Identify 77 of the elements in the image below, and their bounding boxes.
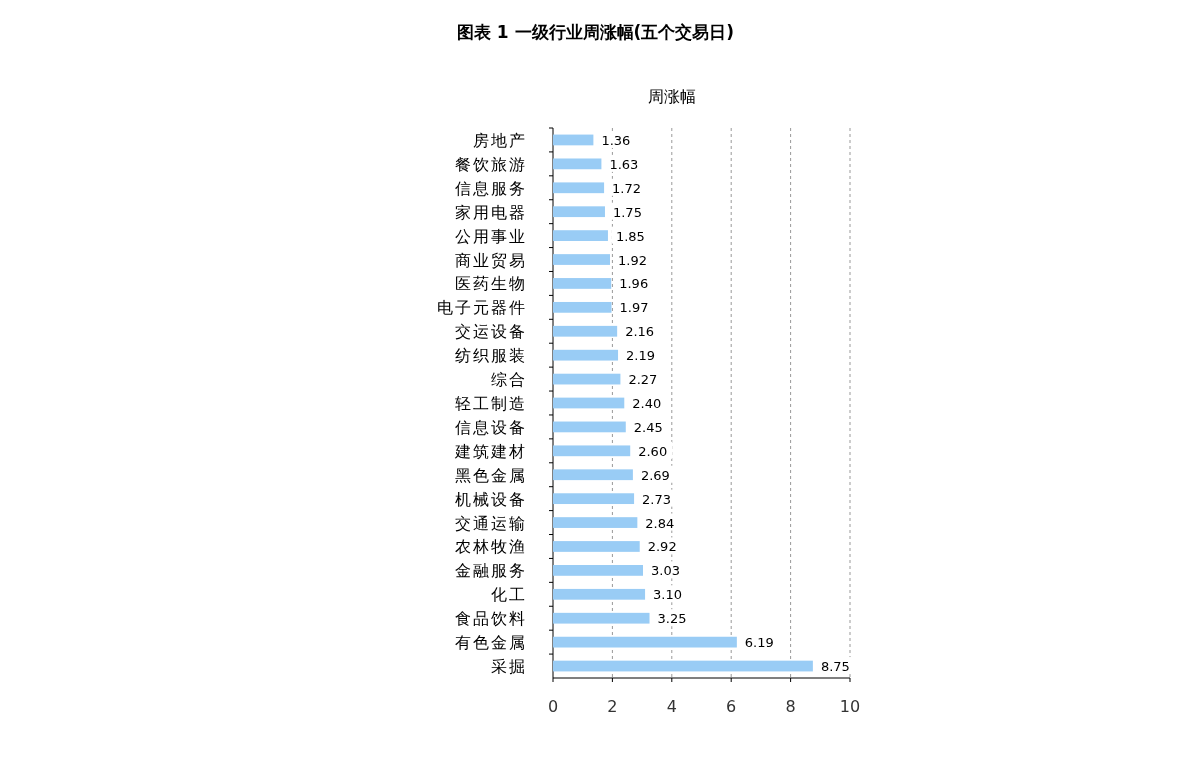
bar — [553, 493, 635, 505]
y-tick-label: 机械设备 — [455, 489, 527, 509]
y-tick-label: 交通运输 — [455, 513, 527, 533]
data-label: 2.16 — [625, 324, 655, 340]
data-label: 2.45 — [633, 419, 663, 435]
bar — [553, 254, 611, 265]
y-tick-label: 食品饮料 — [455, 609, 527, 629]
y-tick-label: 金融服务 — [455, 561, 527, 581]
bar — [553, 517, 638, 528]
data-label: 2.27 — [628, 372, 658, 388]
y-tick-label: 房地产 — [473, 130, 527, 150]
y-tick-label: 信息服务 — [455, 178, 527, 198]
y-tick-label: 综合 — [491, 370, 527, 390]
data-label: 6.19 — [744, 635, 774, 651]
data-label: 2.92 — [647, 539, 677, 555]
bar — [553, 373, 621, 385]
y-tick-label: 农林牧渔 — [455, 537, 527, 557]
data-label: 1.97 — [619, 300, 649, 316]
x-tick-label: 6 — [726, 697, 737, 716]
data-label: 2.84 — [645, 515, 675, 531]
y-tick-label: 医药生物 — [455, 274, 527, 294]
data-label: 1.92 — [618, 252, 647, 268]
y-tick-label: 采掘 — [491, 657, 527, 677]
x-tick-label: 0 — [547, 697, 559, 716]
data-label: 3.25 — [657, 611, 687, 627]
bar — [553, 397, 625, 409]
y-tick-label: 纺织服装 — [455, 346, 527, 366]
y-tick-label: 黑色金属 — [455, 465, 527, 485]
data-label: 3.10 — [653, 587, 683, 603]
bar — [553, 182, 605, 194]
data-label: 1.96 — [619, 276, 649, 292]
bar — [553, 134, 594, 146]
data-label: 1.72 — [612, 180, 642, 196]
data-label: 1.63 — [609, 156, 639, 172]
y-tick-label: 化工 — [491, 585, 527, 605]
data-label: 8.75 — [820, 659, 850, 675]
x-tick-label: 2 — [607, 697, 618, 716]
bar — [553, 588, 646, 600]
data-label: 1.75 — [612, 204, 642, 220]
data-label: 2.60 — [638, 443, 668, 459]
data-label: 3.03 — [650, 563, 680, 579]
bar — [553, 636, 737, 648]
bar — [553, 445, 631, 457]
bar — [553, 278, 612, 289]
x-tick-label: 10 — [839, 697, 861, 716]
y-tick-label: 家用电器 — [455, 202, 527, 222]
y-tick-label: 轻工制造 — [455, 394, 527, 413]
chart-title: 图表 1 一级行业周涨幅(五个交易日) — [456, 22, 735, 42]
bar — [553, 612, 650, 624]
y-tick-label: 建筑建材 — [454, 441, 527, 461]
data-label: 2.19 — [626, 348, 655, 364]
chart-subtitle: 周涨幅 — [647, 87, 696, 106]
bar — [553, 301, 612, 313]
y-tick-label: 公用事业 — [455, 226, 527, 246]
bar — [553, 565, 643, 576]
bar — [553, 230, 608, 241]
data-label: 2.40 — [632, 396, 662, 411]
y-tick-label: 电子元器件 — [437, 298, 527, 318]
data-label: 2.73 — [642, 491, 672, 507]
bar — [553, 421, 626, 433]
y-tick-label: 商业贸易 — [455, 250, 527, 270]
bar — [553, 349, 619, 361]
y-tick-label: 有色金属 — [455, 633, 527, 653]
data-label: 2.69 — [640, 467, 670, 483]
x-tick-label: 8 — [785, 697, 796, 716]
y-tick-label: 餐饮旅游 — [455, 154, 527, 174]
bar — [553, 325, 618, 337]
x-tick-label: 4 — [666, 697, 677, 716]
bar — [553, 660, 813, 672]
bar — [553, 541, 640, 552]
y-tick-label: 信息设备 — [455, 417, 527, 437]
bar — [553, 206, 605, 218]
bar — [553, 158, 602, 170]
bar — [553, 469, 633, 481]
data-label: 1.36 — [601, 132, 631, 148]
data-label: 1.85 — [615, 228, 645, 244]
y-tick-label: 交运设备 — [455, 322, 527, 342]
